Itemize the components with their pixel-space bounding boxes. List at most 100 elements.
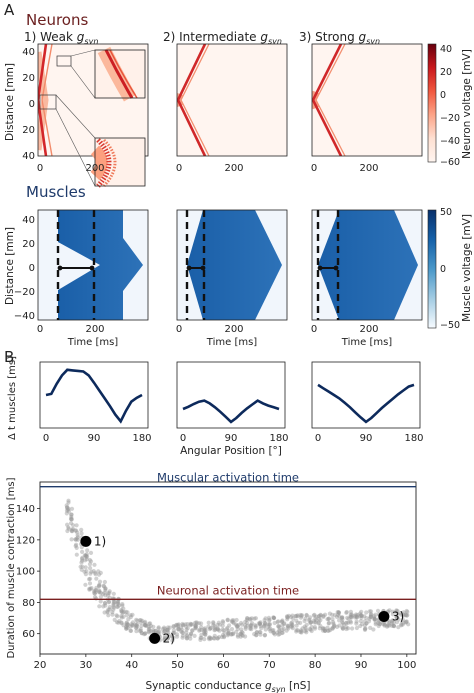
scatter-point [221,620,226,625]
scatter-xtick: 60 [217,660,230,671]
scatter-point [87,587,92,592]
scatter-point [304,630,309,635]
scatter-point [216,620,221,625]
scatter-point [178,625,183,630]
svg-text:40: 40 [22,151,35,162]
scatter-point [309,624,314,630]
muscle-xlabels: Time [ms] Time [ms] Time [ms] [67,337,393,348]
scatter-point [111,599,117,604]
svg-text:0: 0 [176,163,182,174]
scatter-point [259,626,264,631]
scatter-point [271,615,276,620]
scatter-point [359,615,364,620]
scatter-point [369,612,374,617]
scatter-point [267,622,272,627]
scatter-point [212,636,217,641]
scatter-point [130,620,135,625]
scatter-point [130,623,135,628]
scatter-point [303,626,308,631]
scatter-point [348,620,354,625]
scatter-point [121,614,126,619]
scatter-point [101,583,106,589]
scatter-point [87,581,93,586]
scatter-point [179,627,184,632]
highlight-point [80,535,92,547]
scatter-point [316,621,321,626]
scatter-point [302,624,307,629]
scatter-point [337,623,342,628]
scatter-point [162,629,167,634]
scatter-point [89,569,94,575]
svg-text:−60: −60 [440,157,460,168]
scatter-point [404,608,409,614]
scatter-point [401,620,406,625]
scatter-point [85,548,90,553]
scatter-point [332,613,337,618]
scatter-point [381,622,386,627]
svg-text:−20: −20 [14,287,35,298]
scatter-point [194,621,199,626]
scatter-point [88,566,93,571]
scatter-point [262,618,267,623]
scatter-point [134,617,139,622]
svg-text:0: 0 [176,324,182,335]
scatter-point [344,626,349,632]
scatter-point [74,523,79,528]
scatter-point [244,617,249,623]
scatter-point [308,620,314,625]
scatter-point [272,615,277,621]
scatter-ytick: 60 [22,629,35,640]
scatter-point [174,623,179,628]
scatter-point [107,599,112,604]
scatter-point [313,620,318,625]
scatter-point [271,615,276,621]
scatter-point [74,552,79,557]
panel-label-b: B [4,348,14,366]
scatter-point [299,613,305,618]
neuron-colorbar: 40 20 0 −20 −40 −60 Neuron voltage [mV] [427,43,473,168]
scatter-point [337,618,342,623]
scatter-point [70,529,75,534]
scatter-point [394,620,400,625]
scatter-point [139,623,144,629]
scatter-point [65,522,70,527]
muscles-heading: Muscles [26,183,86,201]
scatter-point [350,626,355,631]
scatter-point [235,626,240,632]
scatter-point [97,579,103,584]
scatter-point [188,621,193,626]
svg-text:40: 40 [22,215,35,226]
scatter-point [372,617,377,622]
scatter-point [235,633,240,638]
scatter-point [151,629,156,634]
scatter-point [98,590,103,596]
scatter-point [110,610,115,615]
highlight-point [378,610,390,622]
neuron-heatmap-1 [37,43,149,188]
scatter-point [82,553,87,558]
scatter-point [112,617,117,623]
svg-text:90: 90 [360,433,373,444]
scatter-point [390,618,395,623]
scatter-point [66,500,71,505]
scatter-point [121,606,126,611]
scatter-point [151,624,156,629]
scatter-point [132,622,138,627]
scatter-point [117,618,122,624]
scatter-point [254,630,259,635]
scatter-point [368,614,373,619]
scatter-point [286,613,291,618]
scatter-point [105,610,110,615]
scatter-point [312,612,317,617]
scatter-point [394,614,399,620]
scatter-point [285,625,290,630]
scatter-point [79,560,84,565]
highlight-label: 1) [94,534,106,548]
scatter-point [373,622,378,627]
scatter-point [153,628,158,633]
scatter-point [75,535,80,540]
scatter-point [142,632,147,637]
scatter-point [239,627,244,632]
scatter-point [94,576,99,581]
scatter-ytick: 140 [16,504,35,515]
